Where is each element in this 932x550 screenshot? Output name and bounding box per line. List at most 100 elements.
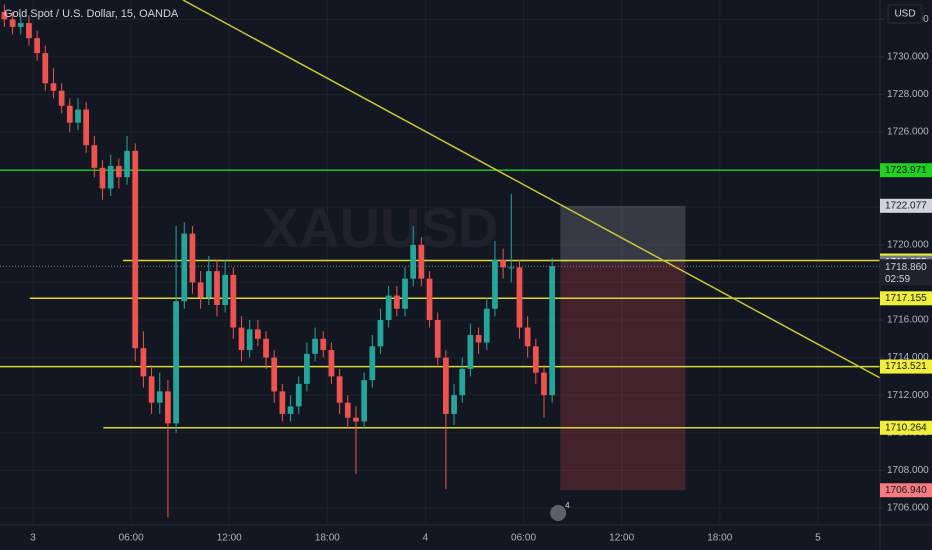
candle-body	[459, 368, 466, 396]
candle-body	[263, 338, 269, 358]
x-tick-label: 4	[423, 533, 429, 544]
candle-body	[361, 380, 367, 422]
position-top-label-bg	[880, 198, 932, 213]
candle-body	[83, 109, 90, 146]
candle-body	[214, 271, 220, 305]
axis: 1706.0001708.0001710.0001712.0001714.000…	[30, 14, 932, 544]
candle-body	[483, 308, 490, 343]
position-top-label: 1722.077	[885, 200, 927, 211]
candle-body	[475, 335, 482, 343]
candle-body	[295, 383, 302, 407]
candle-body	[434, 319, 441, 358]
chart-title: Gold Spot / U.S. Dollar, 15, OANDA	[4, 8, 179, 20]
candle-body	[50, 83, 57, 91]
level-label-bg	[880, 420, 932, 435]
candle-body	[312, 338, 318, 354]
y-tick-label: 1708.000	[887, 465, 929, 476]
position-bottom-label-bg	[880, 483, 932, 498]
events-badge-count: 4	[565, 501, 570, 510]
candle-body	[320, 338, 327, 351]
grid	[0, 0, 880, 525]
candle-body	[524, 327, 531, 347]
candle-body	[328, 350, 335, 377]
watermark: XAUUSD	[262, 196, 498, 259]
candle-body	[451, 395, 457, 414]
x-tick-label: 12:00	[609, 533, 634, 544]
candle-body	[26, 23, 32, 39]
candle-body	[148, 376, 155, 403]
candle-body	[410, 244, 417, 279]
y-tick-label: 1716.000	[887, 315, 929, 326]
candle-body	[418, 244, 425, 279]
candle-body	[393, 295, 400, 309]
level-label-bg	[880, 359, 932, 374]
level-label-bg	[880, 291, 932, 306]
candle-body	[385, 295, 392, 320]
candle-body	[467, 335, 474, 369]
x-tick-label: 5	[815, 533, 821, 544]
y-tick-label: 1712.000	[887, 390, 929, 401]
level-label: 1723.971	[885, 165, 927, 176]
candle-body	[532, 346, 539, 373]
candle-body	[541, 372, 547, 396]
events-badge[interactable]	[550, 505, 567, 521]
candle-body	[189, 233, 196, 283]
y-tick-label: 1720.000	[887, 239, 929, 250]
x-tick-label: 12:00	[217, 533, 242, 544]
plot: 4	[0, 0, 881, 521]
trend-line	[182, 0, 881, 379]
level-label: 1717.155	[885, 293, 927, 304]
candle-body	[516, 267, 523, 328]
currency[interactable]: USD	[894, 9, 915, 20]
candle-body	[58, 90, 65, 106]
candle-body	[230, 274, 237, 328]
candle-body	[165, 391, 171, 424]
candle-body	[443, 357, 449, 414]
candle-body	[75, 109, 81, 123]
y-tick-label: 1730.000	[887, 52, 929, 63]
currency-box[interactable]	[887, 4, 923, 24]
candle-body	[304, 353, 310, 384]
level-label-bg	[880, 163, 932, 178]
last-price-bg	[880, 259, 932, 286]
candle-body	[107, 165, 114, 189]
candle-body	[279, 391, 286, 414]
candle-body	[116, 165, 122, 178]
candle-body	[34, 38, 40, 54]
candle-body	[99, 167, 106, 189]
candle-body	[287, 406, 294, 414]
y-tick-label: 1728.000	[887, 89, 929, 100]
candle-body	[124, 150, 130, 178]
x-tick-label: 18:00	[707, 533, 732, 544]
x-tick-label: 06:00	[119, 533, 144, 544]
candle-body	[173, 301, 179, 424]
candle-body	[197, 282, 204, 298]
candle-body	[91, 145, 98, 168]
candle-body	[222, 274, 229, 305]
position-target	[560, 262, 686, 491]
candle-body	[344, 402, 351, 418]
y-tick-label: 1706.000	[887, 503, 929, 514]
y-tick-label: 1726.000	[887, 127, 929, 138]
candle-body	[246, 329, 253, 351]
candle-body	[42, 53, 49, 84]
candle-body	[238, 327, 245, 351]
countdown: 02:59	[885, 274, 910, 285]
candle-body	[492, 259, 498, 309]
x-tick-label: 3	[30, 533, 36, 544]
candle-body	[500, 259, 506, 268]
candle-body	[271, 357, 278, 392]
candle-body	[17, 23, 24, 27]
candle-body	[369, 346, 376, 381]
candle-body	[402, 278, 408, 309]
candle-body	[1, 11, 8, 20]
y-tick-label: 1714.000	[887, 352, 929, 363]
candle-body	[181, 233, 188, 302]
candle-body	[132, 150, 139, 349]
candle-body	[426, 278, 433, 320]
x-tick-label: 06:00	[511, 533, 536, 544]
candle-body	[205, 271, 212, 298]
candle-body	[549, 266, 556, 396]
